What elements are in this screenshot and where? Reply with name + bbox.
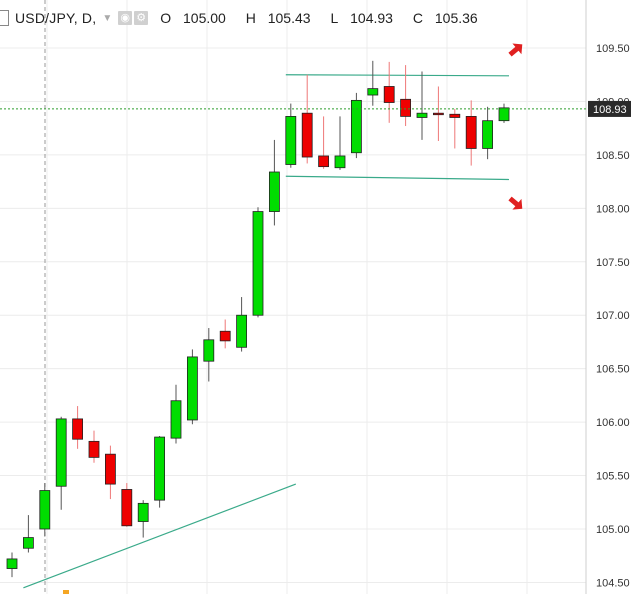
ohlc-values: O 105.00 H 105.43 L 104.93 C 105.36 xyxy=(160,10,493,26)
y-tick-label: 109.50 xyxy=(596,43,630,55)
candle-body[interactable] xyxy=(252,211,264,316)
candle-body[interactable] xyxy=(236,314,248,348)
y-tick-label: 104.50 xyxy=(596,577,630,589)
chart-header: USD/JPY, D, ▼ ◉ ⚙ O 105.00 H 105.43 L 10… xyxy=(0,8,494,28)
candle-body[interactable] xyxy=(465,116,477,149)
candle-body[interactable] xyxy=(383,86,395,103)
candle-body[interactable] xyxy=(186,356,198,421)
y-tick-label: 106.00 xyxy=(596,417,630,429)
breakdown-down-arrow[interactable] xyxy=(506,193,527,214)
candle-body[interactable] xyxy=(400,98,412,117)
y-tick-label: 105.00 xyxy=(596,524,630,536)
trendline-support[interactable] xyxy=(23,483,297,589)
y-tick-label: 108.50 xyxy=(596,150,630,162)
chevron-down-icon[interactable]: ▼ xyxy=(102,12,113,24)
high-value: H 105.43 xyxy=(245,10,311,26)
collapse-handle-icon[interactable] xyxy=(0,10,9,26)
candle-body[interactable] xyxy=(219,330,231,342)
candle-body[interactable] xyxy=(72,418,83,440)
candle-body[interactable] xyxy=(121,489,133,527)
candle-body[interactable] xyxy=(105,453,116,485)
candle-body[interactable] xyxy=(334,155,346,169)
candle-body[interactable] xyxy=(367,88,379,96)
candle-body[interactable] xyxy=(6,558,18,569)
candle-body[interactable] xyxy=(318,155,330,168)
breakdown-down-arrow-shape xyxy=(508,196,523,210)
eye-icon[interactable]: ◉ xyxy=(118,11,133,25)
candle-body[interactable] xyxy=(22,537,34,549)
time-marker-icon xyxy=(63,590,69,594)
low-value: L 104.93 xyxy=(330,10,393,26)
trendline-range-top[interactable] xyxy=(285,74,510,77)
y-tick-label: 107.50 xyxy=(596,257,630,269)
candle-body[interactable] xyxy=(350,99,362,154)
current-price-tag xyxy=(588,100,631,117)
candle-body[interactable] xyxy=(416,112,428,118)
open-value: O 105.00 xyxy=(160,10,226,26)
candle-body[interactable] xyxy=(137,502,149,522)
y-tick-label: 105.50 xyxy=(596,471,630,483)
candle-body[interactable] xyxy=(88,440,100,458)
y-tick-label: 106.50 xyxy=(596,364,630,376)
gear-icon[interactable]: ⚙ xyxy=(134,11,149,25)
symbol-label[interactable]: USD/JPY, D, xyxy=(15,10,97,26)
candle-body[interactable] xyxy=(285,116,297,165)
candle-body[interactable] xyxy=(432,112,444,116)
candle-body[interactable] xyxy=(482,120,494,149)
breakout-up-arrow-shape xyxy=(508,43,523,57)
candle-body[interactable] xyxy=(449,113,461,118)
trendline-range-bottom[interactable] xyxy=(285,175,510,181)
y-tick-label: 108.00 xyxy=(596,203,630,215)
candle-body[interactable] xyxy=(55,418,67,487)
candle-body[interactable] xyxy=(154,436,166,501)
close-value: C 105.36 xyxy=(412,10,478,26)
candle-body[interactable] xyxy=(498,107,510,122)
breakout-up-arrow[interactable] xyxy=(506,39,527,60)
candle-body[interactable] xyxy=(170,400,182,439)
y-tick-label: 107.00 xyxy=(596,310,630,322)
current-price-label: 108.93 xyxy=(593,104,627,116)
candle-body[interactable] xyxy=(268,171,280,212)
candle-body[interactable] xyxy=(39,490,51,530)
candle-body[interactable] xyxy=(203,339,215,362)
candle-body[interactable] xyxy=(301,112,313,158)
